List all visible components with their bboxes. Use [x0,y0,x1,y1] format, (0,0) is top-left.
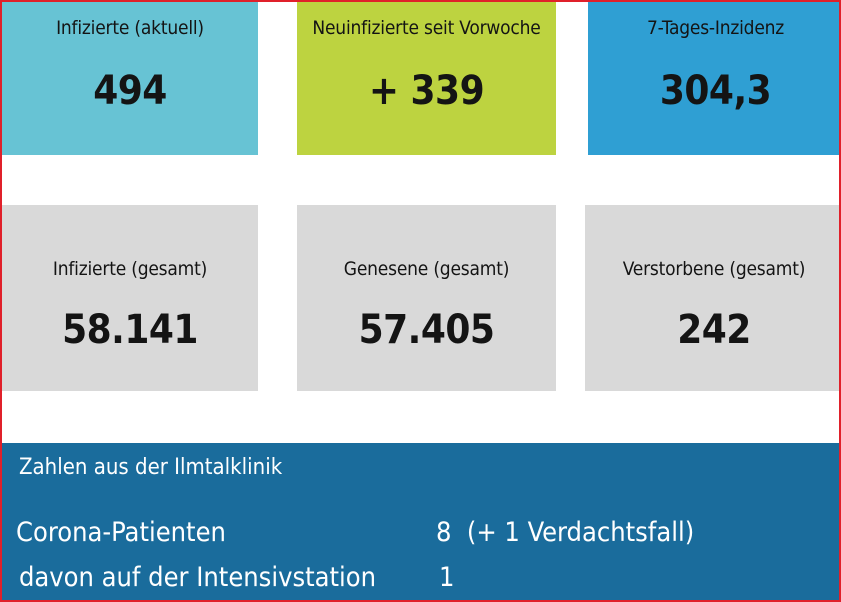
tile-genesene-gesamt: Genesene (gesamt) 57.405 [297,205,556,391]
tile-verstorbene-gesamt: Verstorbene (gesamt) 242 [585,205,839,391]
klinik-panel: Zahlen aus der Ilmtalklinik Corona-Patie… [2,443,839,600]
tile-label: Infizierte (gesamt) [52,258,208,280]
tile-label: Infizierte (aktuell) [56,17,204,39]
tile-value: 242 [677,307,751,353]
tile-value: + 339 [368,68,485,114]
tile-label: Verstorbene (gesamt) [622,258,806,280]
tile-label: Genesene (gesamt) [343,258,510,280]
klinik-row-value: 1 [439,562,455,593]
tile-infizierte-gesamt: Infizierte (gesamt) 58.141 [2,205,258,391]
tile-value: 494 [93,68,167,114]
klinik-heading: Zahlen aus der Ilmtalklinik [19,455,283,480]
tile-neuinfizierte: Neuinfizierte seit Vorwoche + 339 [297,2,556,155]
tile-value: 304,3 [659,68,772,114]
tile-value: 58.141 [62,307,198,353]
klinik-row-name: davon auf der Intensivstation [19,562,377,593]
tile-label: 7-Tages-Inzidenz [646,17,785,39]
tile-inzidenz: 7-Tages-Inzidenz 304,3 [588,2,839,155]
klinik-row-value: 8 (+ 1 Verdachtsfall) [436,517,695,548]
tile-label: Neuinfizierte seit Vorwoche [312,17,541,39]
tile-value: 57.405 [358,307,495,353]
tile-infizierte-aktuell: Infizierte (aktuell) 494 [2,2,258,155]
klinik-row-name: Corona-Patienten [16,517,226,548]
